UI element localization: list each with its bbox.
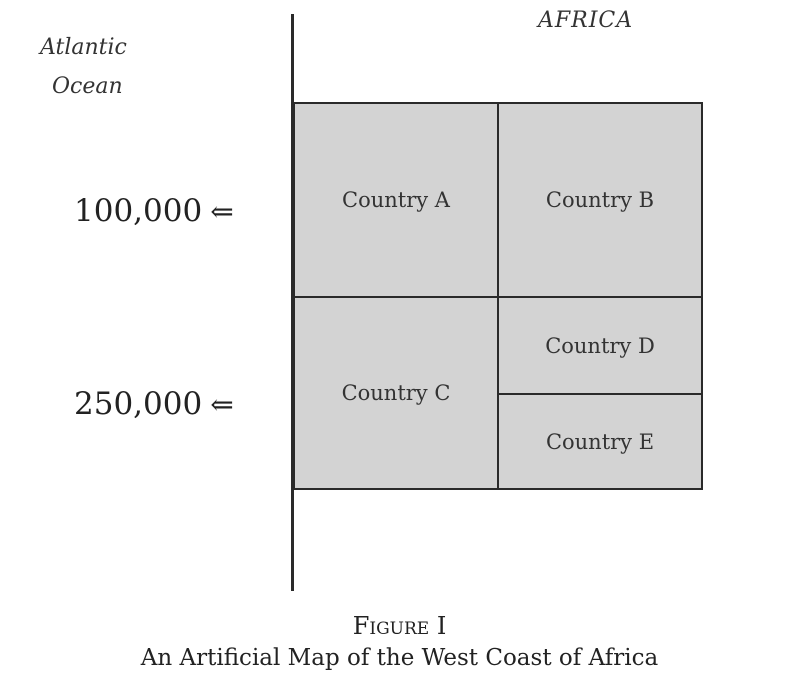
country-c-label: Country C	[341, 381, 451, 405]
country-a-region: Country A	[293, 102, 499, 298]
left-double-arrow-icon: ⇐	[210, 195, 234, 228]
population-label-100000: 100,000 ⇐	[74, 193, 234, 229]
ocean-label-ocean: Ocean	[52, 74, 123, 99]
country-b-label: Country B	[545, 188, 655, 212]
population-label-250000: 250,000 ⇐	[74, 386, 234, 422]
left-double-arrow-icon: ⇐	[210, 388, 234, 421]
country-d-label: Country D	[545, 333, 655, 358]
country-d-region: Country D	[497, 296, 703, 395]
country-c-region: Country C	[293, 296, 499, 490]
country-e-region: Country E	[497, 393, 703, 490]
population-value: 250,000	[74, 386, 203, 422]
continent-label: AFRICA	[538, 8, 634, 33]
figure-label: Figure I	[352, 612, 447, 640]
coastline	[291, 14, 294, 591]
country-e-label: Country E	[545, 429, 655, 454]
country-a-label: Country A	[342, 188, 450, 212]
country-b-region: Country B	[497, 102, 703, 298]
figure-caption: An Artificial Map of the West Coast of A…	[140, 645, 659, 671]
ocean-label-atlantic: Atlantic	[40, 35, 127, 60]
population-value: 100,000	[74, 193, 203, 229]
